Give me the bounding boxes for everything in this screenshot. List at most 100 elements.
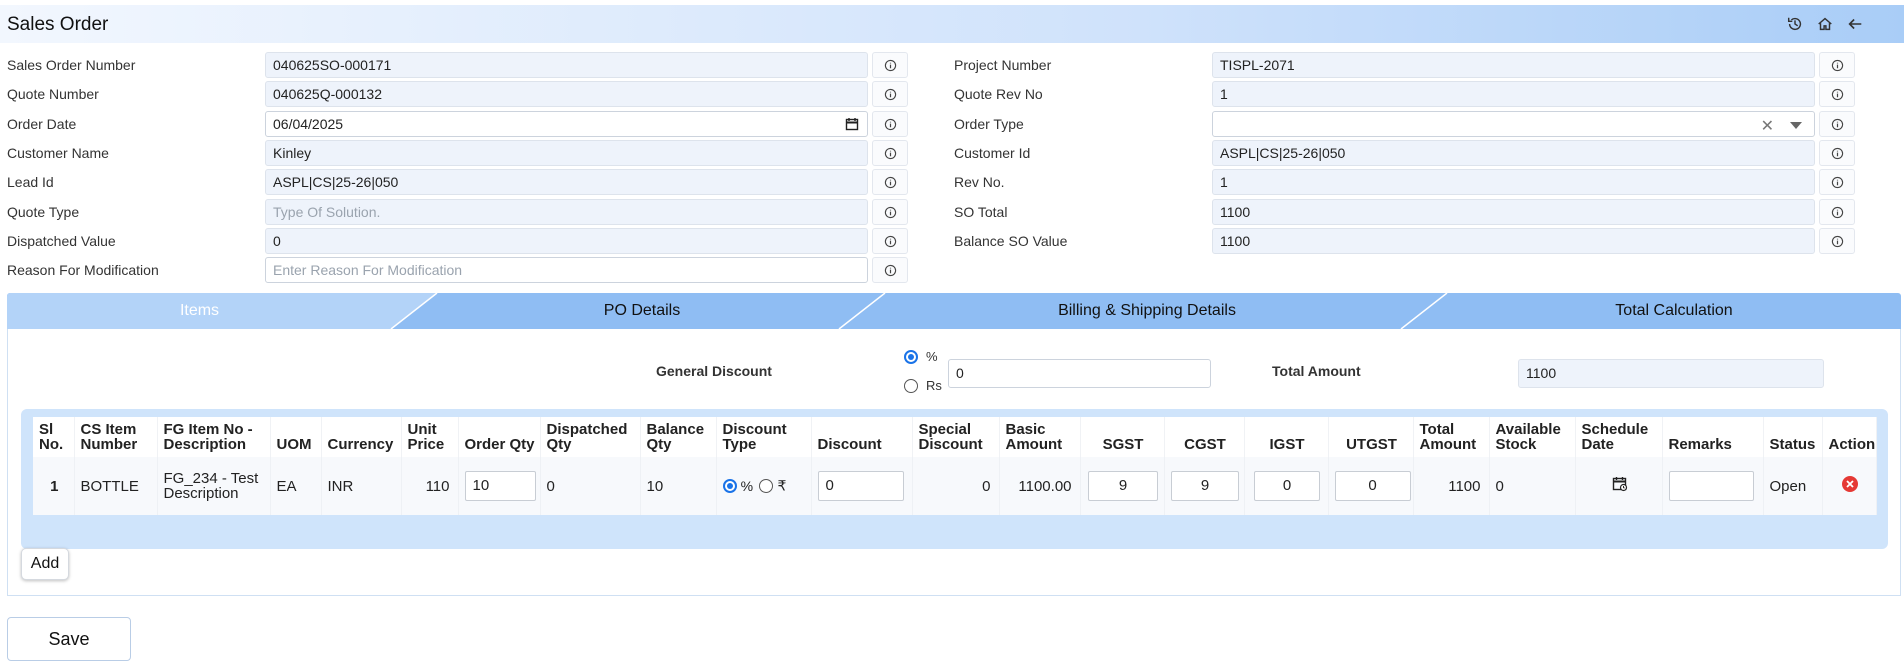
label-order-type: Order Type xyxy=(954,116,1024,132)
cell-balance-qty: 10 xyxy=(640,457,717,515)
general-discount-input[interactable]: 0 xyxy=(948,359,1211,388)
cell-discount-type: % ₹ xyxy=(716,457,812,515)
quote-rev-no-field[interactable]: 1 xyxy=(1212,81,1815,107)
so-total-field[interactable]: 1100 xyxy=(1212,199,1815,225)
column-header: Discount Type xyxy=(716,417,812,457)
row-discount-rupee-radio[interactable] xyxy=(759,479,774,494)
column-header: FG Item No - Description xyxy=(157,417,271,457)
cell-total-amount: 1100 xyxy=(1413,457,1490,515)
discount-rs-label: Rs xyxy=(926,378,942,393)
back-arrow-icon[interactable] xyxy=(1846,15,1866,35)
rev-no-field[interactable]: 1 xyxy=(1212,169,1815,195)
discount-rs-radio[interactable] xyxy=(904,379,918,393)
items-panel: General Discount % Rs 0 Total Amount 110… xyxy=(7,329,1901,596)
order-date-input[interactable]: 06/04/2025 xyxy=(265,111,868,137)
column-header: SGST xyxy=(1080,417,1165,457)
info-icon[interactable] xyxy=(1819,169,1855,195)
utgst-input[interactable]: 0 xyxy=(1334,471,1411,501)
total-amount-label: Total Amount xyxy=(1272,363,1361,379)
cell-dispatched-qty: 0 xyxy=(540,457,641,515)
row-discount-percent-radio[interactable] xyxy=(722,479,737,494)
save-button[interactable]: Save xyxy=(7,617,131,661)
total-amount-field[interactable]: 1100 xyxy=(1518,359,1824,388)
cell-action xyxy=(1822,457,1877,515)
balance-so-value-field[interactable]: 1100 xyxy=(1212,228,1815,254)
page-header: Sales Order xyxy=(0,5,1904,43)
customer-name-field[interactable]: Kinley xyxy=(265,140,868,166)
history-icon[interactable] xyxy=(1786,15,1806,35)
cgst-input[interactable]: 9 xyxy=(1171,471,1239,501)
cell-fg-item: FG_234 - Test Description xyxy=(157,457,271,515)
clear-icon[interactable]: ✕ xyxy=(1760,118,1774,135)
project-number-field[interactable]: TISPL-2071 xyxy=(1212,52,1815,78)
discount-percent-radio[interactable] xyxy=(904,350,918,364)
column-header: Remarks xyxy=(1662,417,1764,457)
calendar-icon[interactable] xyxy=(845,117,859,131)
column-header: Status xyxy=(1763,417,1823,457)
label-balance-so-value: Balance SO Value xyxy=(954,233,1068,249)
info-icon[interactable] xyxy=(872,111,908,137)
column-header: UOM xyxy=(270,417,322,457)
info-icon[interactable] xyxy=(1819,81,1855,107)
reason-for-modification-input[interactable]: Enter Reason For Modification xyxy=(265,257,868,283)
home-icon[interactable] xyxy=(1816,15,1836,35)
lead-id-field[interactable]: ASPL|CS|25-26|050 xyxy=(265,169,868,195)
info-icon[interactable] xyxy=(872,199,908,225)
label-so-total: SO Total xyxy=(954,204,1008,220)
label-lead-id: Lead Id xyxy=(7,174,54,190)
sgst-input[interactable]: 9 xyxy=(1088,471,1158,501)
info-icon[interactable] xyxy=(872,228,908,254)
column-header: Total Amount xyxy=(1413,417,1490,457)
column-header: Currency xyxy=(321,417,402,457)
tab-total-calculation[interactable]: Total Calculation xyxy=(1615,302,1733,319)
info-icon[interactable] xyxy=(1819,228,1855,254)
add-row-button[interactable]: Add xyxy=(21,548,69,580)
label-dispatched-value: Dispatched Value xyxy=(7,233,116,249)
items-table-container: Sl No. CS Item Number FG Item No - Descr… xyxy=(21,409,1888,549)
info-icon[interactable] xyxy=(872,140,908,166)
info-icon[interactable] xyxy=(1819,52,1855,78)
cell-cs-item-number: BOTTLE xyxy=(74,457,158,515)
label-sales-order-number: Sales Order Number xyxy=(7,57,136,73)
column-header: Dispatched Qty xyxy=(540,417,641,457)
column-header: Schedule Date xyxy=(1575,417,1663,457)
column-header: Unit Price xyxy=(401,417,459,457)
delete-row-icon[interactable] xyxy=(1841,475,1859,493)
tab-po-details[interactable]: PO Details xyxy=(603,302,681,319)
quote-number-field[interactable]: 040625Q-000132 xyxy=(265,81,868,107)
cell-igst: 0 xyxy=(1244,457,1329,515)
column-header: CGST xyxy=(1164,417,1245,457)
items-table: Sl No. CS Item Number FG Item No - Descr… xyxy=(33,417,1877,515)
info-icon[interactable] xyxy=(872,52,908,78)
cell-sgst: 9 xyxy=(1080,457,1165,515)
info-icon[interactable] xyxy=(1819,111,1855,137)
info-icon[interactable] xyxy=(872,169,908,195)
info-icon[interactable] xyxy=(872,81,908,107)
label-customer-name: Customer Name xyxy=(7,145,109,161)
order-type-select[interactable]: ✕ xyxy=(1212,111,1815,137)
sales-order-number-field[interactable]: 040625SO-000171 xyxy=(265,52,868,78)
cell-order-qty: 10 xyxy=(458,457,541,515)
tab-items[interactable]: Items xyxy=(179,302,220,319)
tab-billing-shipping-details[interactable]: Billing & Shipping Details xyxy=(1058,302,1236,319)
discount-input[interactable]: 0 xyxy=(817,471,904,501)
igst-input[interactable]: 0 xyxy=(1254,471,1320,501)
order-qty-input[interactable]: 10 xyxy=(464,471,536,501)
customer-id-field[interactable]: ASPL|CS|25-26|050 xyxy=(1212,140,1815,166)
info-icon[interactable] xyxy=(872,257,908,283)
remarks-input[interactable] xyxy=(1668,471,1754,501)
label-rev-no: Rev No. xyxy=(954,174,1005,190)
cell-unit-price: 110 xyxy=(401,457,459,515)
cell-sl-no: 1 xyxy=(33,457,75,515)
chevron-down-icon[interactable] xyxy=(1790,122,1802,129)
info-icon[interactable] xyxy=(1819,140,1855,166)
schedule-calendar-icon[interactable] xyxy=(1612,476,1628,492)
info-icon[interactable] xyxy=(1819,199,1855,225)
quote-type-field[interactable]: Type Of Solution. xyxy=(265,199,868,225)
tab-bar: Items PO Details Billing & Shipping Deta… xyxy=(7,293,1901,329)
dispatched-value-field[interactable]: 0 xyxy=(265,228,868,254)
label-reason-for-modification: Reason For Modification xyxy=(7,262,159,278)
row-discount-percent-label: % xyxy=(740,478,754,495)
cell-schedule-date xyxy=(1575,457,1663,515)
general-discount-label: General Discount xyxy=(656,363,772,379)
